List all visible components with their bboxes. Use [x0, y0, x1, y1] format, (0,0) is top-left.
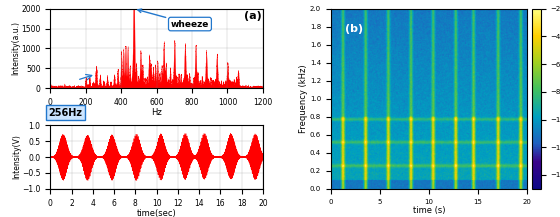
Y-axis label: Intensity(a.u.): Intensity(a.u.) [11, 21, 20, 75]
Text: (a): (a) [244, 11, 262, 21]
X-axis label: Hz: Hz [151, 108, 162, 117]
Text: wheeze: wheeze [138, 9, 209, 29]
Text: 256Hz: 256Hz [48, 108, 82, 118]
X-axis label: time(sec): time(sec) [137, 209, 176, 217]
Y-axis label: Intensity(V): Intensity(V) [12, 135, 21, 179]
Y-axis label: Frequency (kHz): Frequency (kHz) [300, 64, 309, 133]
X-axis label: time (s): time (s) [413, 206, 445, 215]
Text: (b): (b) [344, 24, 363, 34]
